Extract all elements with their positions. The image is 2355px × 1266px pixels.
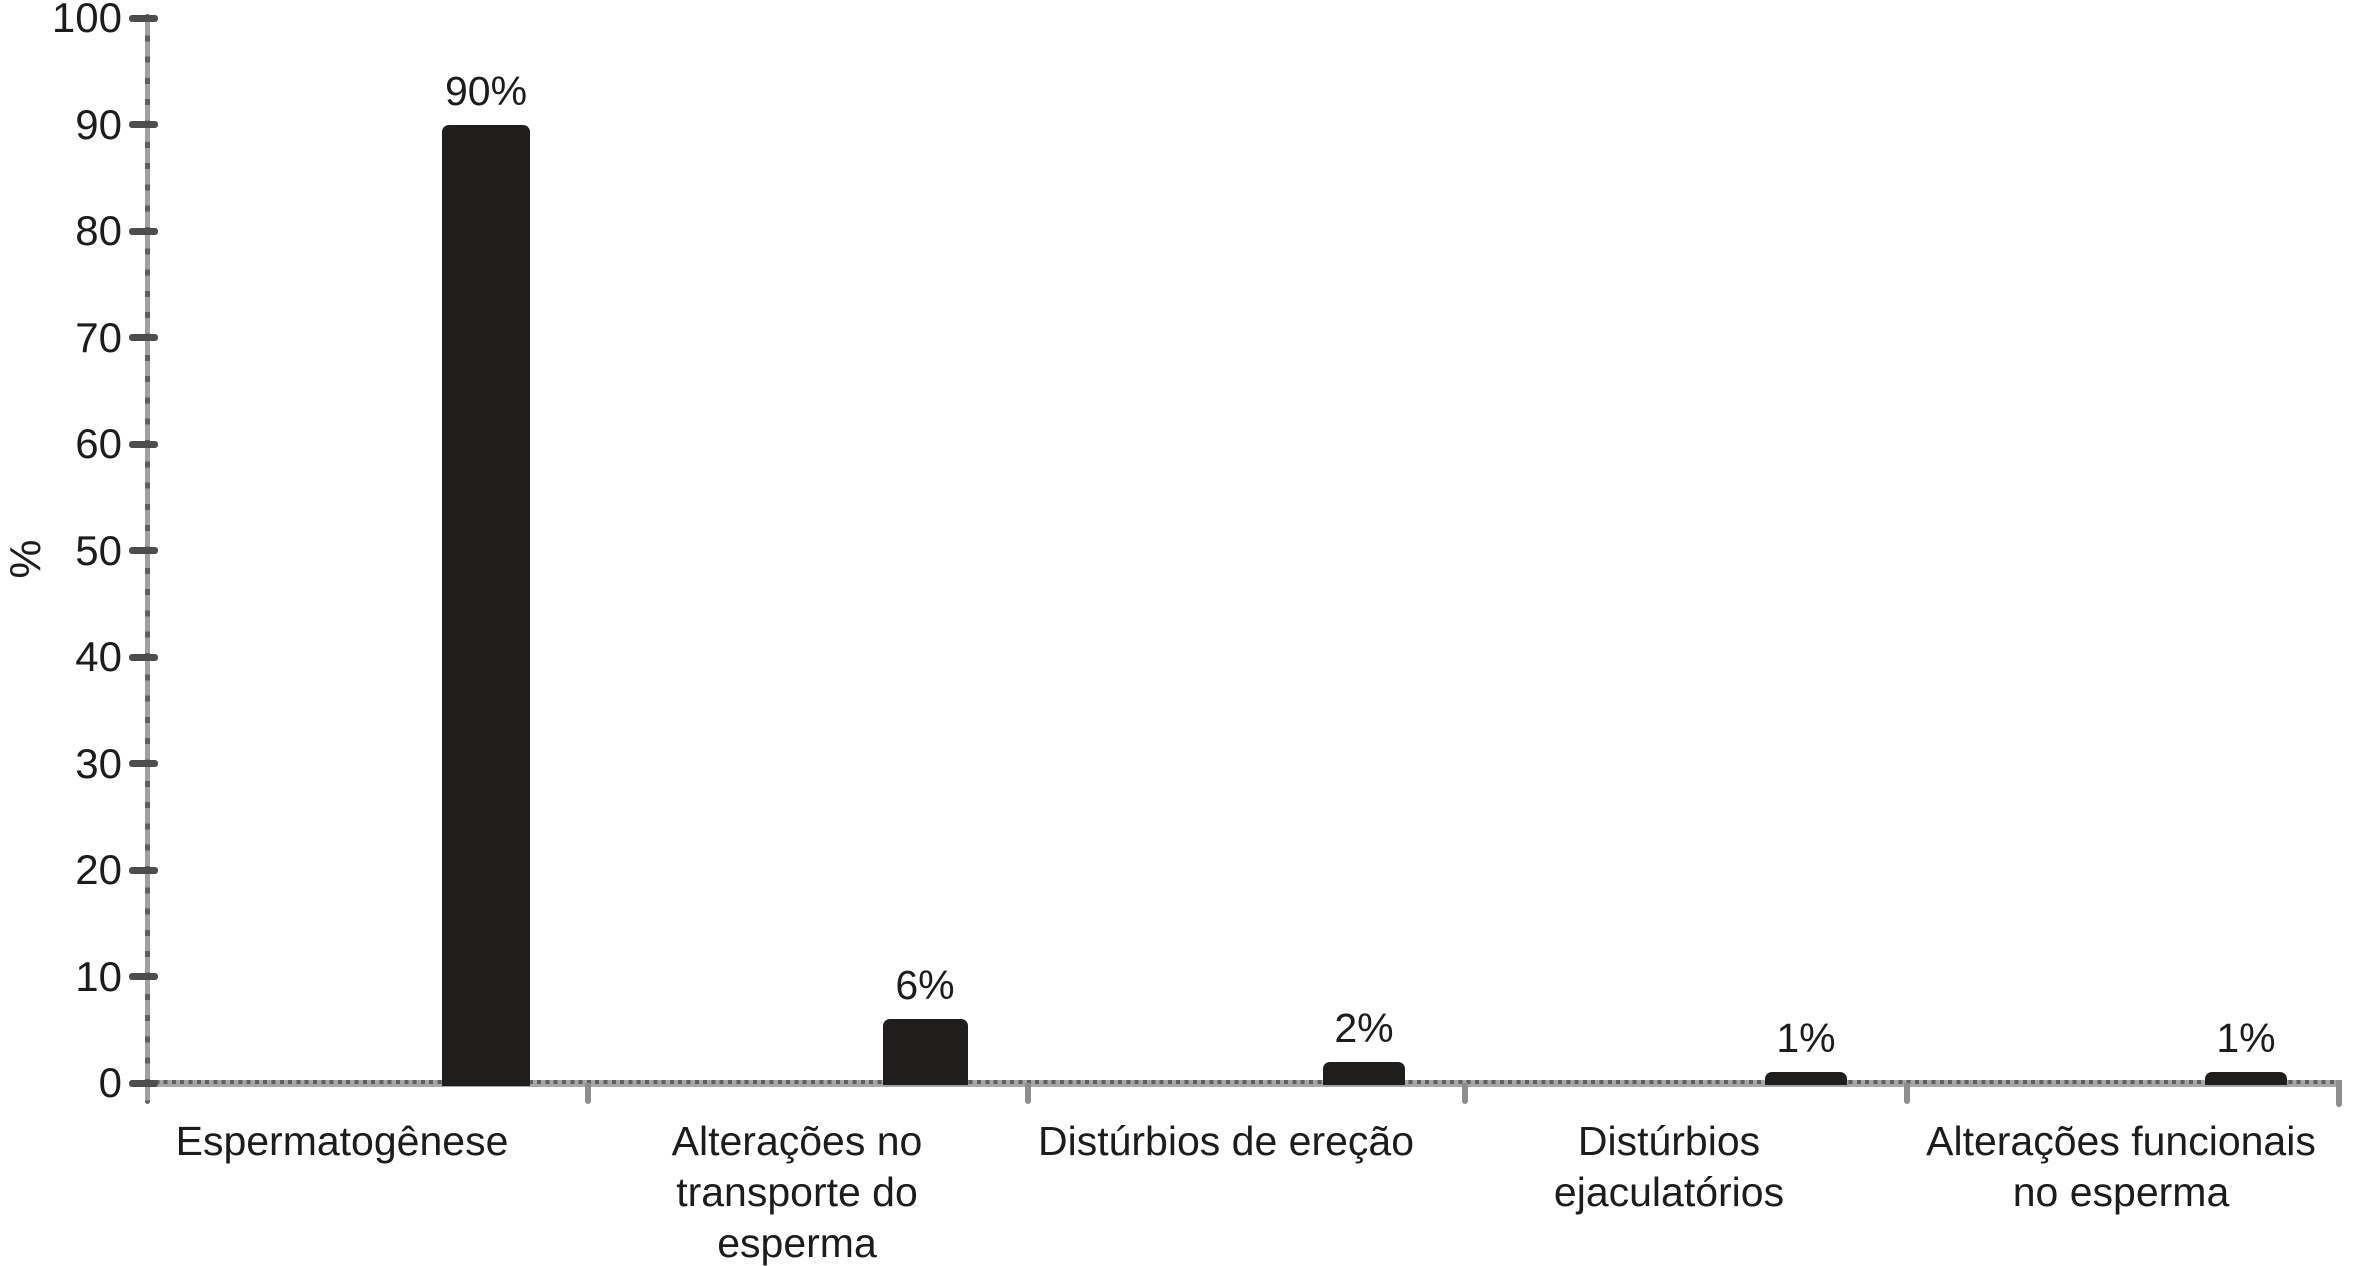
y-tick-label: 90 <box>75 101 122 148</box>
bar-value-label: 6% <box>895 962 955 1008</box>
category-divider-tick <box>1462 1083 1468 1104</box>
y-tick <box>129 228 158 235</box>
y-tick-label: 50 <box>75 527 122 574</box>
y-tick-label: 10 <box>75 953 122 1000</box>
bar <box>442 125 530 1086</box>
category-divider-tick <box>1025 1083 1031 1104</box>
category-label: Espermatogênese <box>175 1118 509 1164</box>
bar-value-label: 1% <box>2216 1015 2276 1061</box>
y-tick-label: 20 <box>75 846 122 893</box>
category-label: Distúrbios ejaculatórios <box>1553 1118 1785 1215</box>
bar <box>1765 1072 1847 1085</box>
bar <box>1323 1062 1405 1085</box>
category-label: Distúrbios de ereção <box>1037 1118 1415 1164</box>
y-tick <box>129 15 158 22</box>
x-axis-endcap <box>2336 1080 2342 1107</box>
category-divider-tick <box>1904 1083 1910 1104</box>
y-axis-line <box>145 14 150 1104</box>
x-axis-line <box>147 1080 2341 1087</box>
y-tick <box>129 334 158 341</box>
y-tick-label: 40 <box>75 633 122 680</box>
y-tick <box>129 441 158 448</box>
y-tick-label: 70 <box>75 314 122 361</box>
bar-value-label: 90% <box>444 68 528 114</box>
category-label: Alterações no transporte do esperma <box>671 1118 923 1266</box>
category-divider-tick <box>585 1083 591 1104</box>
bar-value-label: 1% <box>1776 1015 1836 1061</box>
y-tick <box>129 973 158 980</box>
y-tick-label: 30 <box>75 740 122 787</box>
y-tick-label: 60 <box>75 420 122 467</box>
category-label: Alterações funcionais no esperma <box>1926 1118 2316 1215</box>
bar-value-label: 2% <box>1334 1005 1394 1051</box>
y-tick <box>129 121 158 128</box>
y-tick <box>129 654 158 661</box>
y-tick-label: 80 <box>75 207 122 254</box>
y-tick-label: 100 <box>51 0 122 41</box>
y-tick-label: 0 <box>98 1059 122 1106</box>
y-tick <box>129 867 158 874</box>
y-tick <box>129 547 158 554</box>
bar <box>2205 1072 2287 1085</box>
bar <box>883 1019 968 1085</box>
y-tick <box>129 1080 158 1087</box>
y-tick <box>129 760 158 767</box>
